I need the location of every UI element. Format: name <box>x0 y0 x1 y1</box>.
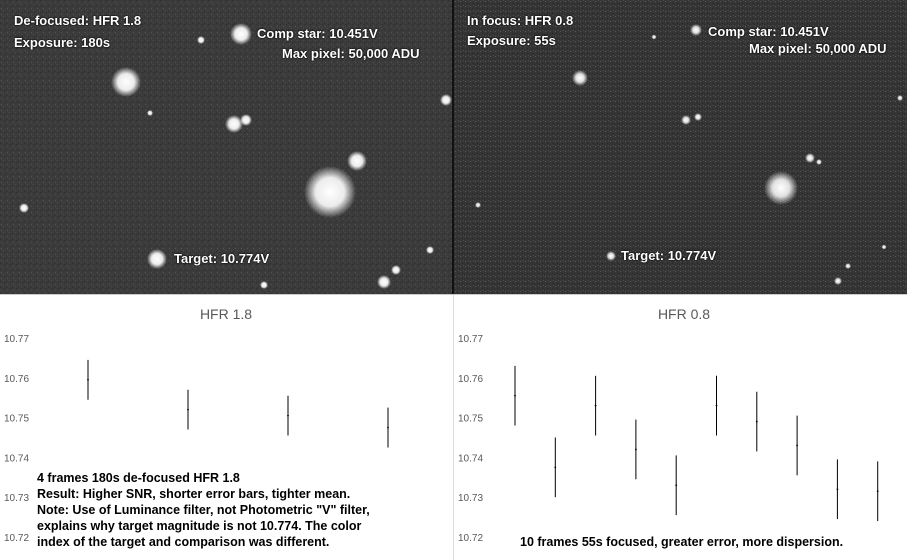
y-tick-label: 10.74 <box>4 453 29 464</box>
chart-note-right: 10 frames 55s focused, greater error, mo… <box>520 534 844 550</box>
star <box>845 263 851 269</box>
y-tick-label: 10.75 <box>4 414 29 425</box>
star <box>694 113 702 121</box>
chart-note-left: 4 frames 180s de-focused HFR 1.8 Result:… <box>37 470 370 550</box>
y-tick-label: 10.75 <box>458 414 483 425</box>
star <box>240 114 252 126</box>
data-point <box>594 404 597 407</box>
hfr-1-8-chart: HFR 1.8 10.77 10.76 10.75 10.74 10.73 10.72 4 … <box>0 295 452 560</box>
star <box>572 70 588 86</box>
exposure-label: Exposure: 55s <box>467 33 556 48</box>
data-point <box>755 420 758 423</box>
star <box>897 95 903 101</box>
data-point <box>715 404 718 407</box>
star <box>834 277 842 285</box>
star <box>225 115 243 133</box>
defocused-star-image: De-focused: HFR 1.8 Exposure: 180s Comp … <box>0 0 452 294</box>
panel-divider <box>452 0 454 294</box>
star <box>881 244 887 250</box>
star <box>690 24 702 36</box>
star <box>230 23 252 45</box>
data-point <box>514 394 516 397</box>
target-label: Target: 10.774V <box>174 251 270 266</box>
data-point <box>796 444 798 447</box>
y-tick-label: 10.72 <box>458 533 483 544</box>
comp-star <box>764 171 798 205</box>
star <box>651 34 657 40</box>
section-divider <box>0 294 907 295</box>
star <box>426 246 434 254</box>
focused-star-image: In focus: HFR 0.8 Exposure: 55s Comp sta… <box>454 0 907 294</box>
y-tick-label: 10.76 <box>458 374 483 385</box>
y-tick-label: 10.74 <box>458 453 483 464</box>
data-point <box>554 466 557 469</box>
data-point <box>675 484 678 487</box>
data-point <box>87 378 89 381</box>
starfield-right <box>454 0 907 294</box>
y-tick-label: 10.77 <box>458 334 483 345</box>
chart-title: HFR 1.8 <box>200 306 252 322</box>
star <box>440 94 452 106</box>
focus-label: De-focused: HFR 1.8 <box>14 13 142 28</box>
star <box>197 36 205 44</box>
star <box>805 153 815 163</box>
star <box>260 281 268 289</box>
data-point <box>836 488 839 491</box>
exposure-label: Exposure: 180s <box>14 35 111 50</box>
comp-star <box>304 166 356 218</box>
y-tick-label: 10.77 <box>4 334 29 345</box>
star <box>347 151 367 171</box>
comp-star-label: Comp star: 10.451V <box>708 24 829 39</box>
target-label: Target: 10.774V <box>621 248 717 263</box>
y-tick-label: 10.72 <box>4 533 29 544</box>
target-star <box>606 251 616 261</box>
hfr-0-8-chart: HFR 0.8 10.77 10.76 10.75 10.74 10.73 10.72 10… <box>454 295 907 560</box>
star <box>681 115 691 125</box>
star <box>111 67 141 97</box>
y-tick-label: 10.73 <box>4 493 29 504</box>
data-point <box>387 426 389 429</box>
max-pixel-label: Max pixel: 50,000 ADU <box>282 46 420 61</box>
star <box>377 275 391 289</box>
chart-title: HFR 0.8 <box>658 306 710 322</box>
star <box>19 203 29 213</box>
star <box>391 265 401 275</box>
chart-svg-right: HFR 0.8 10.77 10.76 10.75 10.74 10.73 10.72 <box>458 306 879 544</box>
y-tick-label: 10.73 <box>458 493 483 504</box>
chart-svg-left: HFR 1.8 10.77 10.76 10.75 10.74 10.73 10.72 <box>4 306 389 544</box>
data-point <box>287 414 289 417</box>
focus-label: In focus: HFR 0.8 <box>467 13 574 28</box>
data-point <box>635 448 637 451</box>
comp-star-label: Comp star: 10.451V <box>257 26 378 41</box>
data-point <box>187 408 189 411</box>
y-tick-label: 10.76 <box>4 374 29 385</box>
chart-divider <box>453 295 454 560</box>
star <box>816 159 822 165</box>
star <box>475 202 481 208</box>
starfield-left <box>0 0 452 294</box>
data-point <box>876 490 879 493</box>
max-pixel-label: Max pixel: 50,000 ADU <box>749 41 887 56</box>
target-star <box>147 249 167 269</box>
star <box>147 110 153 116</box>
